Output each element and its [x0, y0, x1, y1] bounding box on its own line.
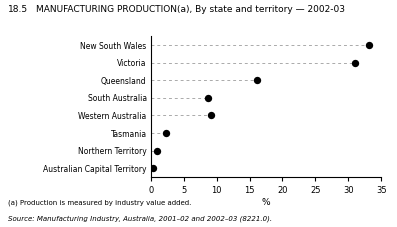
X-axis label: %: % [262, 198, 270, 207]
Text: MANUFACTURING PRODUCTION(a), By state and territory — 2002-03: MANUFACTURING PRODUCTION(a), By state an… [36, 5, 345, 14]
Point [205, 96, 211, 100]
Point [352, 61, 358, 64]
Point [163, 131, 169, 135]
Point [154, 149, 161, 153]
Point [150, 166, 157, 170]
Point [254, 79, 260, 82]
Point [366, 43, 372, 47]
Text: (a) Production is measured by industry value added.: (a) Production is measured by industry v… [8, 200, 191, 206]
Text: Source: Manufacturing Industry, Australia, 2001–02 and 2002–03 (8221.0).: Source: Manufacturing Industry, Australi… [8, 216, 272, 222]
Text: 18.5: 18.5 [8, 5, 28, 14]
Point [208, 114, 214, 117]
